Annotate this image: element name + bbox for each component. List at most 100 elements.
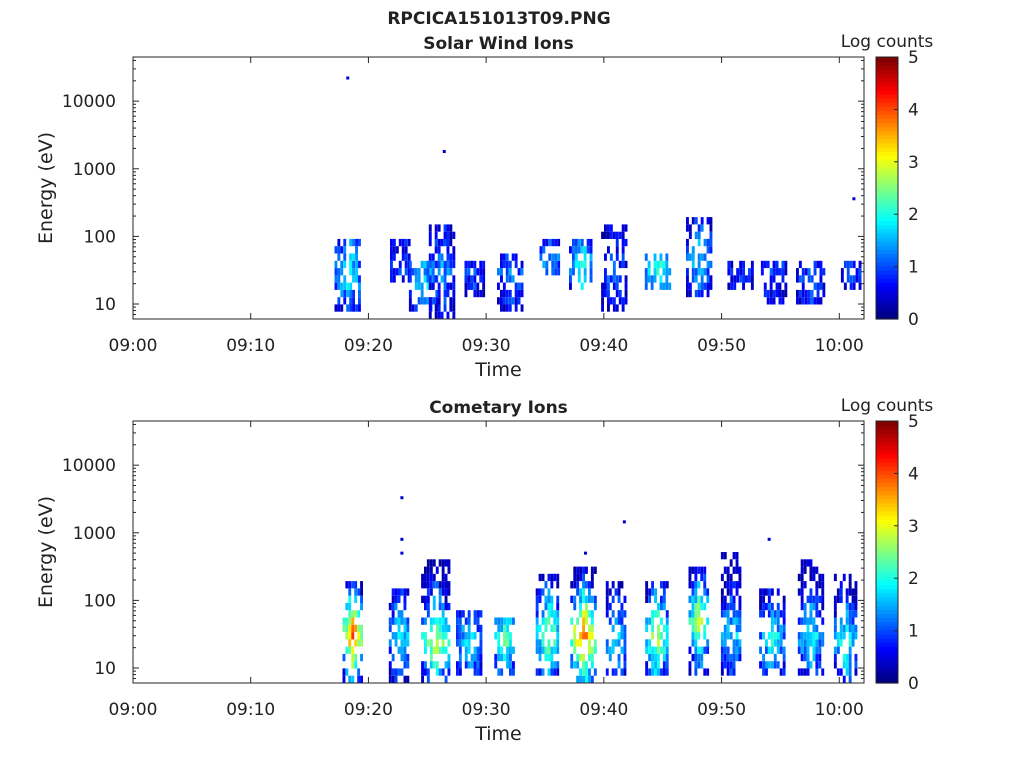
heatmap-cell: [535, 610, 539, 618]
heatmap-cell: [738, 595, 742, 603]
heatmap-cell: [843, 260, 847, 269]
heatmap-cell: [648, 653, 652, 662]
heatmap-cell: [542, 260, 546, 269]
heatmap-cell: [776, 632, 780, 640]
heatmap-cell: [506, 617, 509, 625]
heatmap-cell: [394, 602, 398, 611]
heatmap-cell: [759, 602, 762, 611]
heatmap-cell: [703, 573, 707, 582]
heatmap-cell: [351, 653, 355, 662]
heatmap-cell: [447, 653, 451, 662]
heatmap-cell: [700, 617, 704, 625]
heatmap-cell: [511, 297, 515, 305]
heatmap-cell: [854, 588, 858, 596]
colorbar-tick-label: 4: [908, 100, 919, 120]
heatmap-cell: [807, 268, 811, 276]
heatmap-cell: [443, 297, 447, 305]
heatmap-cell: [554, 253, 558, 261]
heatmap-cell: [697, 268, 701, 276]
heatmap-cell: [406, 632, 410, 640]
heatmap-cell: [579, 632, 582, 640]
heatmap-cell: [343, 275, 347, 283]
heatmap-cell: [502, 304, 506, 312]
heatmap-cell: [476, 268, 480, 276]
heatmap-cell: [423, 275, 427, 283]
heatmap-cell: [688, 573, 692, 582]
y-axis-label: Energy (eV): [35, 496, 57, 608]
heatmap-cell: [449, 231, 453, 239]
heatmap-cell: [429, 617, 433, 625]
heatmap-cell: [688, 224, 692, 232]
heatmap-cell: [605, 581, 609, 589]
heatmap-cell: [550, 602, 554, 611]
heatmap-cell: [736, 268, 740, 276]
heatmap-cell: [424, 661, 427, 669]
heatmap-cell: [429, 588, 433, 596]
heatmap-cell: [449, 268, 453, 276]
heatmap-cell: [360, 675, 363, 683]
heatmap-cell: [424, 639, 427, 647]
colorbar-segment: [876, 224, 898, 230]
heatmap-cell: [806, 617, 810, 625]
heatmap-cell: [406, 624, 410, 633]
heatmap-cell: [434, 311, 438, 319]
heatmap-cell: [644, 268, 648, 276]
heatmap-cell: [508, 289, 512, 298]
colorbar-segment: [876, 171, 898, 177]
heatmap-cell: [464, 617, 468, 625]
heatmap-cell: [833, 661, 837, 669]
heatmap-cell: [694, 617, 698, 625]
heatmap-cell: [738, 624, 742, 633]
heatmap-cell: [720, 552, 724, 560]
colorbar-segment: [876, 523, 898, 529]
heatmap-cell: [424, 632, 427, 640]
heatmap-cell: [352, 260, 355, 269]
heatmap-cell: [800, 595, 804, 603]
heatmap-cell: [807, 297, 811, 305]
heatmap-cell: [438, 624, 442, 633]
heatmap-cell: [700, 595, 704, 603]
heatmap-cell: [464, 646, 468, 654]
heatmap-cell: [394, 675, 398, 683]
heatmap-cell: [709, 224, 713, 232]
heatmap-cell: [772, 268, 776, 276]
heatmap-cell: [390, 253, 393, 261]
heatmap-cell: [706, 289, 710, 298]
heatmap-cell: [582, 632, 585, 640]
colorbar-segment: [876, 453, 898, 459]
heatmap-cell: [349, 282, 353, 290]
heatmap-cell: [709, 282, 713, 290]
heatmap-cell: [500, 253, 503, 261]
heatmap-cell: [502, 297, 506, 305]
heatmap-cell: [426, 668, 430, 676]
heatmap-cell: [593, 595, 597, 603]
heatmap-cell: [443, 275, 447, 283]
heatmap-cell: [798, 289, 802, 298]
heatmap-cell: [703, 282, 707, 290]
heatmap-cell: [497, 639, 501, 647]
heatmap-cell: [391, 602, 395, 611]
heatmap-cell: [735, 639, 739, 647]
heatmap-cell: [819, 282, 823, 290]
heatmap-cell: [842, 675, 846, 683]
heatmap-cell: [624, 289, 628, 298]
heatmap-cell: [706, 617, 710, 625]
heatmap-cell: [848, 675, 852, 683]
heatmap-cell: [538, 668, 542, 676]
heatmap-cell: [665, 282, 669, 290]
heatmap-cell: [345, 646, 349, 654]
x-tick-label: 10:00: [815, 700, 864, 720]
heatmap-cell: [446, 246, 450, 254]
heatmap-cell: [500, 617, 504, 625]
heatmap-cell: [394, 588, 398, 596]
heatmap-cell: [798, 275, 802, 283]
heatmap-cell: [434, 304, 438, 312]
colorbar-segment: [876, 466, 898, 471]
heatmap-cell: [660, 581, 663, 589]
heatmap-cell: [762, 653, 765, 662]
heatmap-cell: [588, 639, 591, 647]
heatmap-cell: [443, 282, 447, 290]
heatmap-cell: [579, 639, 582, 647]
heatmap-cell: [726, 632, 730, 640]
heatmap-cell: [720, 602, 724, 611]
